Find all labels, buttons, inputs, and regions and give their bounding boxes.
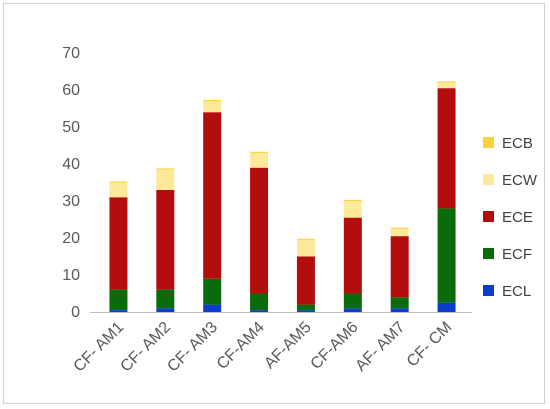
bar-segment-ecl [109, 310, 128, 312]
legend-label: ECE [502, 209, 533, 226]
legend: ECB ECW ECE ECF ECL [483, 135, 538, 300]
y-tick-label: 40 [62, 156, 80, 173]
bar-segment-ecl [156, 308, 175, 312]
legend-swatch-ecw [483, 174, 494, 185]
bar-segment-ecl [203, 304, 222, 312]
x-tick-label: CF- AM3 [164, 319, 221, 376]
bar-segment-ecf [343, 293, 362, 309]
bar-segment-ecf [250, 293, 269, 311]
x-tick-label: AF- AM7 [352, 319, 408, 375]
legend-swatch-ecf [483, 248, 494, 259]
bar-segment-ecl [296, 310, 315, 312]
legend-swatch-ecl [483, 285, 494, 296]
legend-label: ECL [502, 283, 531, 300]
bar-segment-ecw [390, 228, 409, 237]
bar-segment-ecl [250, 310, 269, 312]
legend-swatch-ecb [483, 137, 494, 148]
bar-segment-ecw [343, 201, 362, 218]
legend-label: ECB [502, 135, 533, 152]
bar-segment-ecw [250, 152, 269, 168]
bar-segment-ecw [437, 82, 456, 89]
bar-segment-ecf [109, 289, 128, 311]
bar-segment-ece [203, 112, 222, 279]
bar-segment-ecl [343, 308, 362, 312]
bar-segment-ecb [203, 99, 222, 102]
legend-swatch-ece [483, 211, 494, 222]
bar-segment-ece [437, 88, 456, 209]
bar-segment-ecb [437, 81, 456, 83]
legend-label: ECF [502, 246, 532, 263]
bar-segment-ecw [203, 101, 222, 113]
bar-segment-ecf [203, 278, 222, 305]
bar-segment-ece [296, 256, 315, 305]
bar-segment-ecw [296, 239, 315, 257]
bars [109, 81, 456, 312]
x-tick-label: AF-AM5 [261, 319, 315, 373]
bar-segment-ecb [109, 181, 128, 183]
bar-segment-ecb [343, 199, 362, 201]
bar-segment-ecb [390, 227, 409, 229]
bar-segment-ecf [156, 289, 175, 309]
bar-segment-ece [156, 189, 175, 290]
y-tick-label: 50 [62, 119, 80, 136]
bar-segment-ecl [437, 302, 456, 312]
bar-segment-ecw [156, 169, 175, 190]
bar-segment-ecb [156, 168, 175, 170]
x-tick-label: CF-AM4 [214, 319, 268, 373]
bar-segment-ece [390, 236, 409, 298]
bar-segment-ecf [390, 297, 409, 309]
y-axis-ticks: 0 10 20 30 40 50 60 70 [62, 45, 80, 321]
y-tick-label: 30 [62, 193, 80, 210]
bar-segment-ecl [390, 308, 409, 312]
x-tick-label: CF- AM1 [71, 319, 128, 376]
bar-segment-ecb [250, 151, 269, 153]
bar-segment-ecf [296, 304, 315, 311]
y-tick-label: 0 [71, 304, 80, 321]
y-tick-label: 70 [62, 45, 80, 62]
legend-label: ECW [502, 172, 538, 189]
y-tick-label: 20 [62, 230, 80, 247]
y-tick-label: 60 [62, 82, 80, 99]
y-tick-label: 10 [62, 267, 80, 284]
bar-segment-ecw [109, 182, 128, 198]
bar-segment-ece [250, 167, 269, 294]
bar-segment-ece [343, 217, 362, 294]
bar-segment-ecb [296, 238, 315, 240]
bar-segment-ecf [437, 208, 456, 303]
x-tick-label: CF- AM2 [117, 319, 174, 376]
x-tick-label: CF- CM [404, 319, 456, 371]
bar-segment-ece [109, 197, 128, 290]
